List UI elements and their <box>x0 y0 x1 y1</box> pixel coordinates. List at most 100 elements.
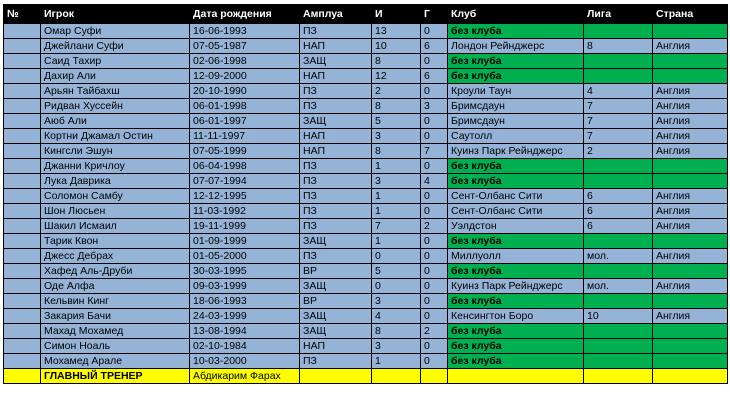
position-cell: ЗАЩ <box>299 308 372 324</box>
position-cell: ЗАЩ <box>299 233 372 249</box>
birthdate-cell: 11-03-1992 <box>189 203 300 219</box>
birthdate-cell: 06-01-1998 <box>189 98 300 114</box>
birthdate-cell: 02-10-1984 <box>189 338 300 354</box>
goals-cell: 0 <box>420 83 448 99</box>
club-cell: Бримсдаун <box>447 113 584 129</box>
number-cell <box>3 23 41 39</box>
position-cell: ПЗ <box>299 248 372 264</box>
club-cell: Сент-Олбанс Сити <box>447 188 584 204</box>
apps-cell: 0 <box>371 278 421 294</box>
country-cell <box>652 263 728 279</box>
club-cell: Саутолл <box>447 128 584 144</box>
table-row: Кельвин Кинг 18-06-1993 ВР 3 0 без клуба <box>3 293 728 309</box>
apps-cell: 1 <box>371 188 421 204</box>
player-name-cell: Арьян Тайбахш <box>40 83 190 99</box>
apps-cell: 1 <box>371 233 421 249</box>
league-cell: 8 <box>583 38 653 54</box>
league-cell <box>583 263 653 279</box>
player-name-cell: Лука Даврика <box>40 173 190 189</box>
apps-cell: 3 <box>371 173 421 189</box>
league-cell: 6 <box>583 188 653 204</box>
goals-cell: 0 <box>420 338 448 354</box>
club-cell: без клуба <box>447 173 584 189</box>
position-cell: НАП <box>299 143 372 159</box>
player-name-cell: Оде Алфа <box>40 278 190 294</box>
position-cell: НАП <box>299 128 372 144</box>
goals-cell: 0 <box>420 293 448 309</box>
country-cell: Англия <box>652 248 728 264</box>
table-row: Омар Суфи 16-06-1993 ПЗ 13 0 без клуба <box>3 23 728 39</box>
player-name-cell: Дахир Али <box>40 68 190 84</box>
birthdate-cell: 07-07-1994 <box>189 173 300 189</box>
table-row: Шакил Исмаил 19-11-1999 ПЗ 7 2 Уэлдстон 6 Англи… <box>3 218 728 234</box>
apps-cell: 8 <box>371 53 421 69</box>
league-cell <box>583 68 653 84</box>
table-row: Симон Ноаль 02-10-1984 НАП 3 0 без клуба <box>3 338 728 354</box>
birthdate-cell: 20-10-1990 <box>189 83 300 99</box>
table-row: Арьян Тайбахш 20-10-1990 ПЗ 2 0 Кроули Таун 4 А… <box>3 83 728 99</box>
club-cell: Бримсдаун <box>447 98 584 114</box>
col-header-country: Страна <box>652 4 728 24</box>
col-header-apps: И <box>371 4 421 24</box>
number-cell <box>3 68 41 84</box>
birthdate-cell: 07-05-1987 <box>189 38 300 54</box>
number-cell <box>3 323 41 339</box>
apps-cell: 8 <box>371 323 421 339</box>
player-name-cell: Закария Бачи <box>40 308 190 324</box>
birthdate-cell: 02-06-1998 <box>189 53 300 69</box>
league-cell: 4 <box>583 83 653 99</box>
league-cell: 7 <box>583 128 653 144</box>
goals-cell: 0 <box>420 248 448 264</box>
player-name-cell: Джейлани Суфи <box>40 38 190 54</box>
col-header-player: Игрок <box>40 4 190 24</box>
goals-cell: 0 <box>420 113 448 129</box>
position-cell: ПЗ <box>299 188 372 204</box>
club-cell: без клуба <box>447 23 584 39</box>
club-cell: без клуба <box>447 338 584 354</box>
country-cell <box>652 353 728 369</box>
position-cell: ПЗ <box>299 203 372 219</box>
player-name-cell: Соломон Самбу <box>40 188 190 204</box>
col-header-birthdate: Дата рождения <box>189 4 300 24</box>
birthdate-cell: 19-11-1999 <box>189 218 300 234</box>
birthdate-cell: 06-04-1998 <box>189 158 300 174</box>
league-cell: 2 <box>583 143 653 159</box>
league-cell: 6 <box>583 203 653 219</box>
league-cell <box>583 338 653 354</box>
league-cell: 10 <box>583 308 653 324</box>
club-cell: Куинз Парк Рейнджерс <box>447 143 584 159</box>
position-cell: ПЗ <box>299 23 372 39</box>
country-cell: Англия <box>652 113 728 129</box>
position-cell: ЗАЩ <box>299 278 372 294</box>
player-name-cell: Махад Мохамед <box>40 323 190 339</box>
position-cell: ЗАЩ <box>299 113 372 129</box>
position-cell: ПЗ <box>299 218 372 234</box>
position-cell: ПЗ <box>299 83 372 99</box>
league-cell: 7 <box>583 113 653 129</box>
number-cell <box>3 263 41 279</box>
number-cell <box>3 278 41 294</box>
birthdate-cell: 07-05-1999 <box>189 143 300 159</box>
goals-cell: 0 <box>420 308 448 324</box>
col-header-position: Амплуа <box>299 4 372 24</box>
league-cell: мол. <box>583 278 653 294</box>
number-cell <box>3 83 41 99</box>
col-header-club: Клуб <box>447 4 584 24</box>
goals-cell: 0 <box>420 158 448 174</box>
club-cell: Кенсингтон Боро <box>447 308 584 324</box>
league-cell <box>583 353 653 369</box>
club-cell: Кроули Таун <box>447 83 584 99</box>
birthdate-cell: 16-06-1993 <box>189 23 300 39</box>
league-cell <box>583 233 653 249</box>
apps-cell: 8 <box>371 98 421 114</box>
birthdate-cell: 30-03-1995 <box>189 263 300 279</box>
club-cell: Сент-Олбанс Сити <box>447 203 584 219</box>
country-cell: Англия <box>652 143 728 159</box>
table-row: Кингсли Эшун 07-05-1999 НАП 8 7 Куинз Парк Ре… <box>3 143 728 159</box>
number-cell <box>3 113 41 129</box>
birthdate-cell: 01-05-2000 <box>189 248 300 264</box>
club-cell: без клуба <box>447 158 584 174</box>
player-name-cell: Кельвин Кинг <box>40 293 190 309</box>
player-name-cell: Саид Тахир <box>40 53 190 69</box>
goals-cell: 0 <box>420 263 448 279</box>
